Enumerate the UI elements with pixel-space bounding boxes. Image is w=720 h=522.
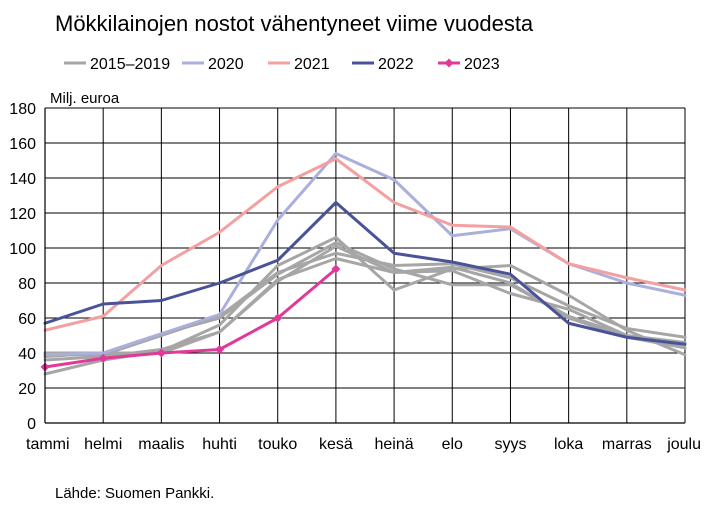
y-tick-label: 140 (9, 171, 36, 188)
x-tick-label: syys (494, 436, 526, 453)
x-tick-label: kesä (319, 436, 353, 453)
chart-title: Mökkilainojen nostot vähentyneet viime v… (55, 11, 534, 36)
y-tick-label: 100 (9, 241, 36, 258)
x-tick-label: joulu (666, 436, 701, 453)
data-point-marker (273, 313, 283, 323)
legend-marker (444, 58, 454, 68)
series-line-2023 (43, 267, 338, 369)
y-tick-label: 120 (9, 206, 36, 223)
tick-labels: 0 20 40 60 80 100 120 140 160 180 tammi helmi maalis… (9, 101, 701, 453)
source-note: Lähde: Suomen Pankki. (55, 485, 214, 502)
x-tick-label: loka (554, 436, 583, 453)
series-line-2022 (43, 201, 687, 346)
y-tick-label: 40 (18, 346, 36, 363)
y-tick-label: 80 (18, 276, 36, 293)
x-tick-label: touko (258, 436, 297, 453)
series-line-2021 (43, 157, 687, 332)
data-point-marker (215, 345, 225, 354)
x-tick-label: heinä (375, 436, 414, 453)
legend-label: 2021 (294, 56, 330, 73)
series-lines (40, 152, 687, 376)
legend-label: 2020 (208, 56, 244, 73)
x-tick-label: huhti (202, 436, 237, 453)
legend-label: 2023 (464, 56, 500, 73)
x-tick-label: elo (442, 436, 463, 453)
y-tick-label: 60 (18, 311, 36, 328)
legend: 2015–2019 2020 2021 2022 2023 (64, 56, 500, 73)
data-point-marker (331, 264, 341, 274)
y-tick-label: 180 (9, 101, 36, 118)
y-tick-label: 0 (27, 416, 36, 433)
data-point-marker (98, 353, 108, 363)
y-tick-label: 160 (9, 136, 36, 153)
x-tick-label: tammi (26, 436, 70, 453)
x-tick-label: maalis (138, 436, 184, 453)
legend-label: 2015–2019 (90, 56, 170, 73)
y-axis-unit-label: Milj. euroa (50, 90, 120, 107)
legend-label: 2022 (378, 56, 414, 73)
series-line-2015-2019 (43, 257, 687, 362)
x-tick-label: marras (602, 436, 652, 453)
x-tick-label: helmi (84, 436, 122, 453)
y-tick-label: 20 (18, 381, 36, 398)
axes (44, 108, 685, 424)
data-point-marker (156, 348, 166, 358)
